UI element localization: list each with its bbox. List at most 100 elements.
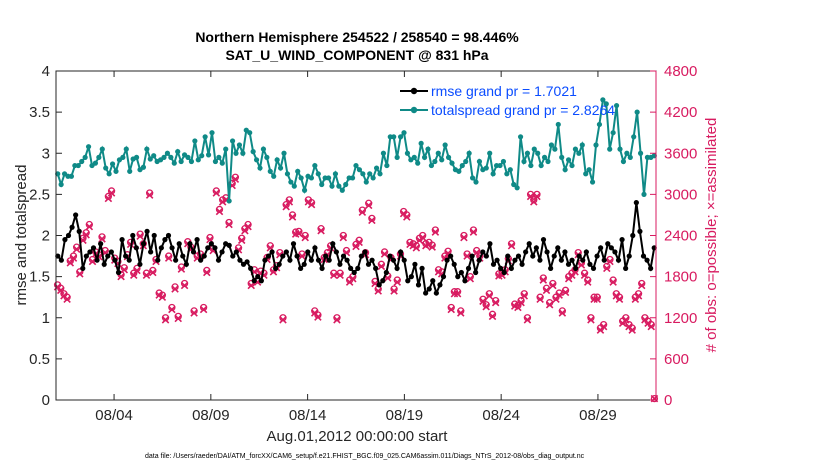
rmse-point: [408, 274, 414, 280]
obs-assimilated-point: [212, 189, 221, 197]
rmse-point: [144, 228, 150, 234]
rmse-point: [119, 237, 125, 243]
rmse-point: [230, 253, 236, 259]
rmse-point: [294, 253, 300, 259]
totalspread-point: [75, 162, 81, 169]
y-tick-label: 4: [42, 63, 50, 80]
rmse-point: [73, 212, 79, 218]
obs-assimilated-point: [628, 326, 636, 334]
obs-assimilated-point: [479, 297, 487, 306]
legend-spread-label: totalspread grand pr = 2.8264: [431, 102, 615, 118]
totalspread-point: [380, 150, 387, 156]
totalspread-point: [247, 130, 253, 136]
obs-assimilated-point: [69, 254, 78, 262]
obs-assimilated-point: [149, 268, 157, 277]
rmse-point: [487, 241, 493, 247]
y2-tick-label: 1200: [664, 310, 697, 327]
rmse-point: [158, 245, 164, 251]
totalspread-point: [264, 154, 270, 160]
obs-assimilated-point: [403, 213, 411, 221]
rmse-point: [105, 253, 111, 259]
rmse-point: [62, 237, 68, 243]
totalspread-point: [435, 150, 441, 156]
x-tick-label: 08/04: [95, 407, 133, 424]
totalspread-point: [421, 154, 428, 160]
obs-assimilated-point: [542, 286, 551, 295]
rmse-point: [183, 261, 189, 267]
obs-assimilated-point: [463, 252, 471, 260]
totalspread-point: [459, 162, 465, 169]
totalspread-point: [586, 167, 592, 173]
rmse-point: [237, 257, 243, 263]
obs-assimilated-point: [469, 228, 478, 236]
totalspread-point: [463, 158, 469, 165]
obs-assimilated-point: [158, 293, 167, 301]
y-axis-label: rmse and totalspread: [13, 165, 30, 306]
totalspread-point: [339, 187, 345, 193]
obs-assimilated-point: [215, 207, 224, 216]
obs-assimilated-point: [225, 220, 233, 229]
totalspread-point: [109, 161, 116, 167]
totalspread-point: [637, 150, 644, 156]
totalspread-point: [120, 154, 126, 160]
totalspread-point: [507, 167, 513, 173]
totalspread-point: [445, 154, 452, 160]
legend-rmse-marker: [410, 87, 418, 95]
obs-assimilated-point: [295, 229, 303, 238]
rmse-point: [148, 249, 154, 255]
totalspread-point: [267, 168, 273, 174]
obs-assimilated-point: [526, 192, 535, 201]
totalspread-point: [171, 160, 177, 166]
rmse-point: [265, 253, 272, 259]
obs-assimilated-point: [56, 286, 65, 295]
totalspread-point: [253, 157, 260, 163]
totalspread-point: [85, 144, 92, 150]
rmse-point: [226, 242, 232, 248]
rmse-point: [165, 232, 172, 239]
rmse-point: [194, 237, 200, 243]
rmse-point: [301, 261, 307, 267]
y-tick-label: 3.5: [29, 104, 50, 121]
obs-assimilated-point: [282, 202, 290, 211]
rmse-point: [526, 241, 532, 247]
obs-assimilated-point: [168, 305, 176, 314]
rmse-point: [333, 249, 339, 255]
totalspread-point: [82, 154, 88, 160]
totalspread-point: [336, 183, 342, 189]
rmse-point: [155, 257, 161, 263]
rmse-point: [626, 253, 632, 259]
totalspread-point: [562, 167, 568, 173]
totalspread-point: [538, 162, 544, 169]
obs-assimilated-point: [145, 191, 154, 199]
obs-assimilated-point: [577, 261, 586, 269]
rmse-point: [108, 249, 114, 255]
rmse-point: [619, 237, 625, 243]
totalspread-point: [349, 175, 356, 181]
rmse-point: [219, 249, 225, 255]
rmse-point: [501, 269, 507, 276]
totalspread-point: [469, 175, 476, 181]
rmse-point: [287, 257, 293, 263]
totalspread-point: [565, 157, 572, 163]
totalspread-point: [168, 154, 174, 160]
obs-assimilated-point: [520, 292, 529, 300]
y2-tick-label: 1800: [664, 269, 697, 286]
rmse-point: [648, 265, 654, 271]
rmse-point: [405, 278, 411, 284]
rmse-point: [365, 261, 372, 267]
chart-title-line1: Northern Hemisphere 254522 / 258540 = 98…: [195, 29, 519, 45]
totalspread-point: [524, 150, 531, 156]
totalspread-point: [209, 130, 215, 136]
rmse-point: [351, 269, 357, 276]
rmse-point: [544, 249, 550, 255]
rmse-point: [94, 257, 100, 263]
obs-assimilated-point: [85, 222, 94, 231]
totalspread-point: [576, 150, 582, 156]
totalspread-point: [617, 146, 623, 152]
obs-assimilated-point: [599, 322, 608, 331]
obs-assimilated-point: [66, 259, 75, 267]
rmse-point: [198, 257, 204, 263]
rmse-point: [433, 290, 439, 296]
obs-assimilated-point: [533, 192, 541, 201]
rmse-point: [255, 274, 261, 280]
